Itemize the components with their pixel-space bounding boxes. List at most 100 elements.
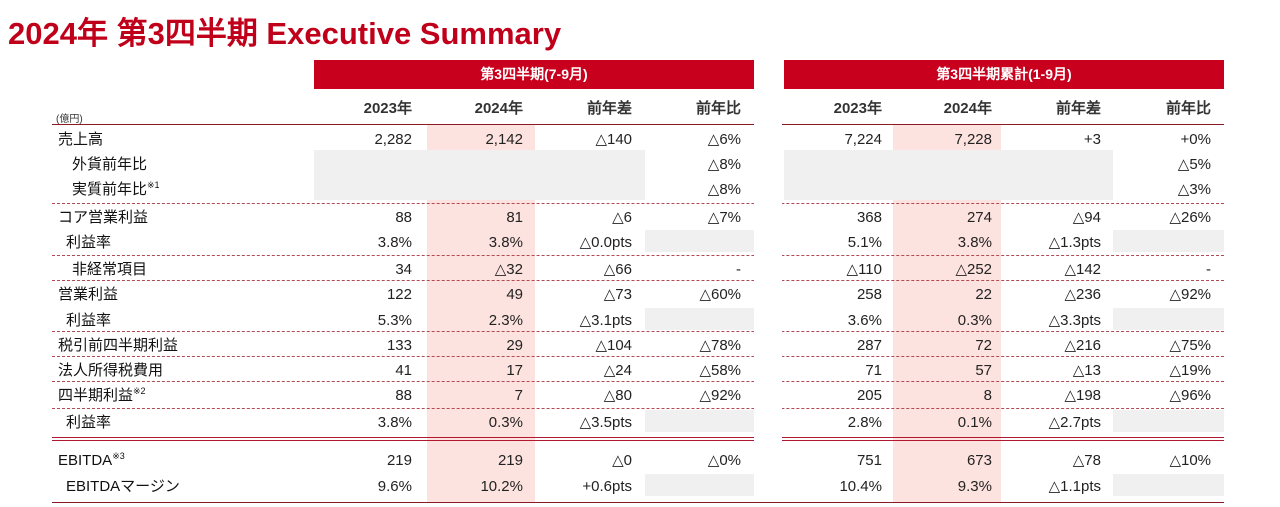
table-cell: △78 [1072,452,1101,469]
table-cell: △236 [1064,286,1101,303]
table-cell: 274 [966,209,992,226]
table-cell: 5.1% [847,234,882,251]
row-label-text: コア営業利益 [58,209,149,226]
dashed-row-separator [52,408,1224,409]
table-row: EBITDA※3 219 219 △0 △0% 751 673 △78 △10% [0,448,1280,473]
row-label: 外貨前年比 [72,152,147,177]
table-cell: 368 [856,209,882,226]
table-row: 外貨前年比 △8% △5% [0,152,1280,177]
header-rule [52,124,1224,125]
table-cell: - [1206,261,1211,278]
table-cell: 9.3% [957,478,992,495]
table-cell: △104 [595,337,632,354]
table-row: 営業利益 122 49 △73 △60% 258 22 △236 △92% [0,282,1280,307]
table-cell: 71 [865,362,882,379]
row-label-text: 利益率 [66,414,112,431]
table-cell: - [736,261,741,278]
table-row: 税引前四半期利益 133 29 △104 △78% 287 72 △216 △75% [0,333,1280,358]
page-title: 2024年 第3四半期 Executive Summary [8,16,562,51]
row-label-text: 実質前年比 [72,181,148,198]
table-cell: △3.1pts [579,312,632,329]
table-cell: △216 [1064,337,1101,354]
table-cell: △26% [1169,209,1211,226]
table-cell: 751 [856,452,882,469]
table-cell: 41 [395,362,412,379]
table-cell: +3 [1083,131,1101,148]
group-header-ytd: 第3四半期累計(1-9月) [784,60,1224,89]
table-cell: △94 [1072,209,1101,226]
table-cell: 2.3% [488,312,523,329]
table-cell: △6 [612,209,632,226]
table-cell: △92% [699,387,741,404]
unit-label: (億円) [56,114,83,125]
table-row: 法人所得税費用 41 17 △24 △58% 71 57 △13 △19% [0,358,1280,383]
table-cell: 2.8% [847,414,882,431]
column-header: 2023年 [363,100,412,117]
row-label: 四半期利益※2 [58,383,146,408]
table-cell: 0.1% [957,414,992,431]
table-cell: 10.4% [839,478,882,495]
table-cell: 3.8% [377,414,412,431]
column-header: 前年差 [586,100,632,117]
dashed-row-separator [52,356,1224,357]
row-label-text: 法人所得税費用 [58,362,164,379]
row-label: EBITDAマージン [66,474,180,499]
empty-cell-shade [314,175,645,200]
table-cell: 133 [386,337,412,354]
table-cell: △66 [603,261,632,278]
column-header: 2024年 [474,100,523,117]
table-cell: △75% [1169,337,1211,354]
dashed-row-separator [52,255,1224,256]
row-label: 利益率 [66,308,111,333]
table-cell: +0.6pts [582,478,632,495]
row-label-text: 利益率 [66,312,112,329]
empty-cell-shade [1113,474,1224,496]
row-label: EBITDA※3 [58,448,125,473]
row-label: 法人所得税費用 [58,358,163,383]
empty-cell-shade [645,410,754,432]
table-cell: +0% [1180,131,1211,148]
table-cell: 3.6% [847,312,882,329]
row-label-text: 売上高 [58,131,104,148]
table-cell: 287 [856,337,882,354]
table-cell: △13 [1072,362,1101,379]
table-cell: 88 [395,209,412,226]
empty-cell-shade [645,308,754,330]
table-cell: △19% [1169,362,1211,379]
table-cell: △110 [846,261,882,278]
row-label-text: 利益率 [66,234,112,251]
table-cell: 258 [856,286,882,303]
table-cell: △198 [1064,387,1101,404]
table-cell: 17 [506,362,523,379]
bottom-rule [52,502,1224,503]
row-label-text: 税引前四半期利益 [58,337,179,354]
table-cell: △92% [1169,286,1211,303]
table-cell: 0.3% [957,312,992,329]
table-cell: △32 [494,261,523,278]
dashed-row-separator [52,203,1224,204]
dashed-row-separator [52,331,1224,332]
row-label: コア営業利益 [58,205,148,230]
table-cell: △8% [707,181,741,198]
table-cell: 72 [975,337,992,354]
table-cell: 49 [506,286,523,303]
table-cell: △3.3pts [1048,312,1101,329]
table-cell: △252 [955,261,992,278]
table-row: 利益率 5.3% 2.3% △3.1pts 3.6% 0.3% △3.3pts [0,308,1280,333]
table-cell: 22 [975,286,992,303]
dashed-row-separator [52,280,1224,281]
table-cell: △0.0pts [579,234,632,251]
table-cell: △142 [1064,261,1101,278]
table-cell: △2.7pts [1048,414,1101,431]
table-cell: 219 [386,452,412,469]
table-cell: △3% [1177,181,1211,198]
table-row: 四半期利益※2 88 7 △80 △92% 205 8 △198 △96% [0,383,1280,408]
dashed-row-separator [52,381,1224,382]
table-cell: △80 [603,387,632,404]
table-cell: 8 [983,387,992,404]
table-cell: 88 [395,387,412,404]
footnote-marker: ※1 [147,180,160,190]
row-label-text: EBITDA [58,452,113,469]
table-cell: △0 [612,452,632,469]
table-cell: △78% [699,337,741,354]
